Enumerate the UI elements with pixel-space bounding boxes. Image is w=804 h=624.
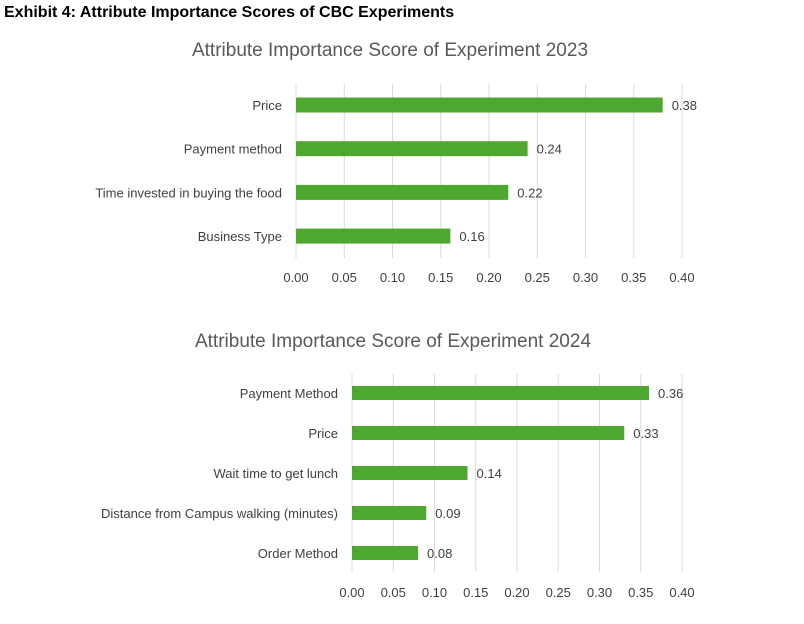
x-tick-label: 0.20 [476, 270, 501, 285]
bar [352, 546, 418, 560]
category-label: Distance from Campus walking (minutes) [101, 506, 338, 521]
x-tick-label: 0.30 [573, 270, 598, 285]
chart-2023: Attribute Importance Score of Experiment… [95, 40, 697, 285]
x-tick-label: 0.35 [628, 585, 653, 600]
category-label: Business Type [198, 229, 282, 244]
chart-title: Attribute Importance Score of Experiment… [192, 40, 588, 61]
category-label: Payment method [184, 142, 282, 157]
bar [352, 426, 625, 440]
bar [352, 506, 427, 520]
x-tick-label: 0.10 [422, 585, 447, 600]
bar [296, 141, 528, 157]
data-label: 0.09 [435, 506, 460, 521]
x-tick-label: 0.10 [380, 270, 405, 285]
data-label: 0.14 [477, 466, 502, 481]
x-tick-label: 0.25 [546, 585, 571, 600]
x-tick-label: 0.35 [621, 270, 646, 285]
chart-2024: Attribute Importance Score of Experiment… [101, 331, 695, 600]
x-tick-label: 0.00 [283, 270, 308, 285]
category-label: Order Method [258, 546, 338, 561]
bar [352, 466, 468, 480]
x-tick-label: 0.25 [525, 270, 550, 285]
chart-title: Attribute Importance Score of Experiment… [195, 331, 591, 352]
bar [296, 184, 509, 200]
category-label: Time invested in buying the food [95, 185, 282, 200]
x-tick-label: 0.05 [381, 585, 406, 600]
x-tick-label: 0.40 [669, 585, 694, 600]
data-label: 0.36 [658, 386, 683, 401]
x-tick-label: 0.05 [332, 270, 357, 285]
x-tick-label: 0.00 [339, 585, 364, 600]
x-tick-label: 0.15 [463, 585, 488, 600]
x-tick-label: 0.40 [669, 270, 694, 285]
category-label: Price [308, 426, 338, 441]
data-label: 0.38 [672, 98, 697, 113]
x-tick-label: 0.20 [504, 585, 529, 600]
x-tick-label: 0.30 [587, 585, 612, 600]
bar [296, 97, 663, 113]
exhibit-title: Exhibit 4: Attribute Importance Scores o… [4, 4, 455, 21]
category-label: Payment Method [240, 386, 338, 401]
bar [296, 228, 451, 244]
category-label: Price [252, 98, 282, 113]
data-label: 0.16 [459, 229, 484, 244]
category-label: Wait time to get lunch [213, 466, 338, 481]
data-label: 0.24 [537, 142, 562, 157]
data-label: 0.08 [427, 546, 452, 561]
data-label: 0.33 [633, 426, 658, 441]
x-tick-label: 0.15 [428, 270, 453, 285]
data-label: 0.22 [517, 185, 542, 200]
bar [352, 386, 649, 400]
